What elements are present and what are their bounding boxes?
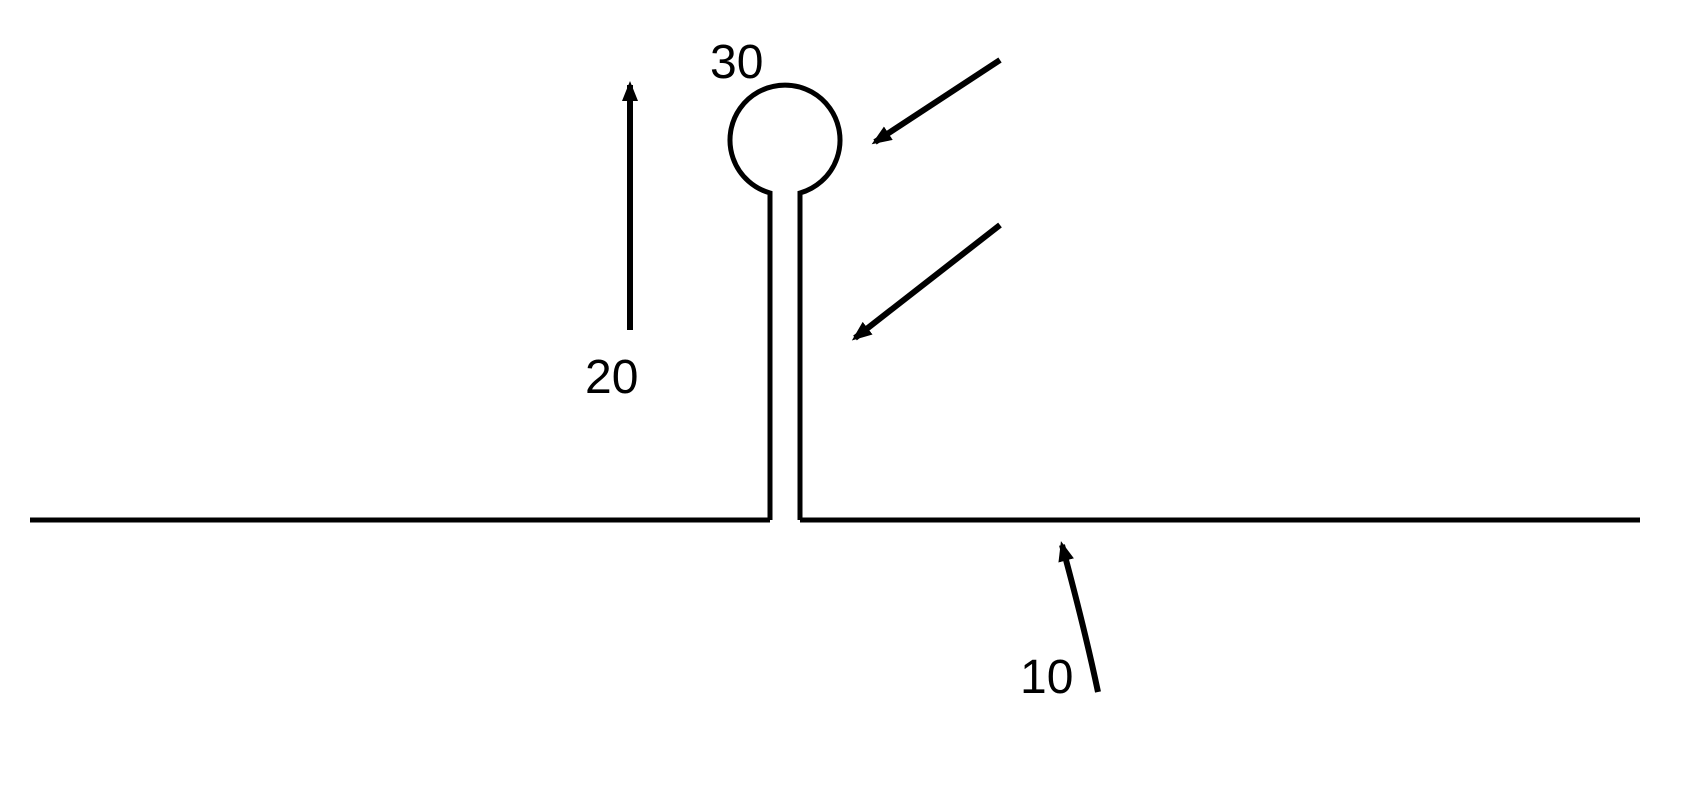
upper-right-arrow xyxy=(875,60,1000,142)
label-10: 10 xyxy=(1020,650,1073,705)
stem-bulb-outline xyxy=(730,85,840,520)
diagram-svg xyxy=(0,0,1687,786)
lower-right-arrow xyxy=(855,225,1000,338)
label-20: 20 xyxy=(585,350,638,405)
label-30: 30 xyxy=(710,35,763,90)
diagram-container: 30 20 10 xyxy=(0,0,1687,786)
